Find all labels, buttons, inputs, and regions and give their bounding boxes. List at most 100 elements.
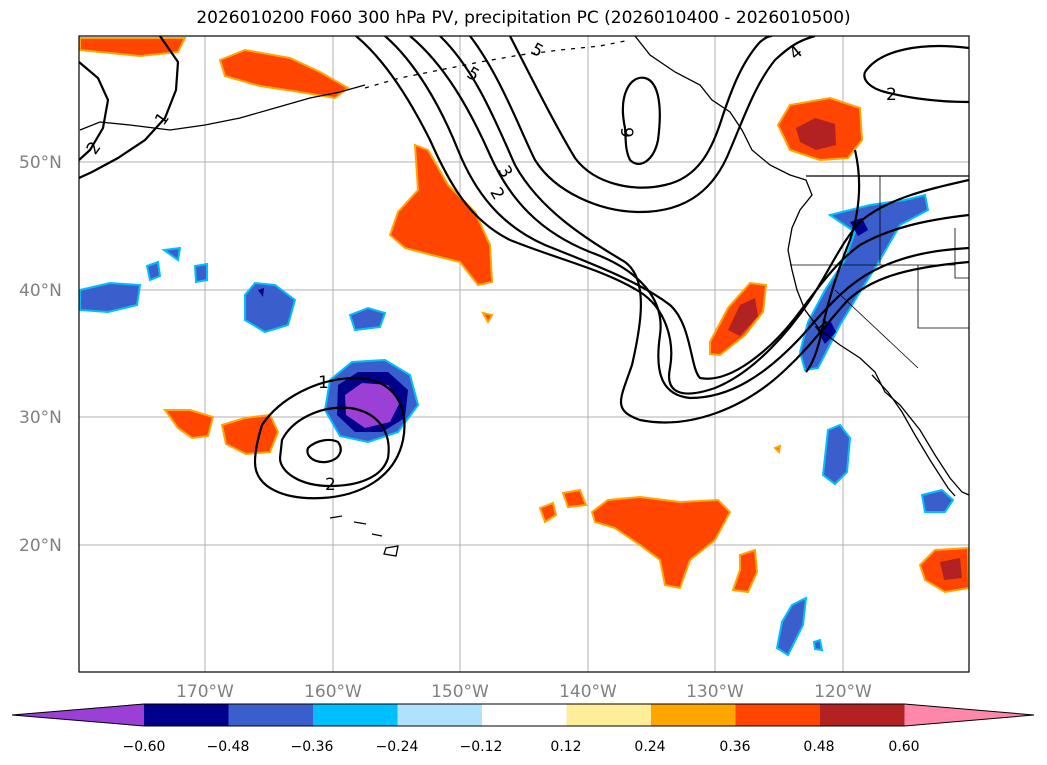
map-frame	[78, 35, 970, 673]
contour-trough-2	[384, 36, 969, 380]
precip-patch-bering	[218, 48, 350, 100]
colorbar	[11, 703, 1035, 727]
contour-label: 1	[151, 109, 174, 129]
precip-neg-small-1	[145, 260, 162, 282]
lon-tick-label: 150°W	[431, 682, 489, 702]
lat-tick-label: 20°N	[19, 536, 62, 556]
precip-core-positive	[728, 118, 962, 580]
contour-ca-1	[805, 149, 861, 373]
colorbar-swatch	[651, 704, 737, 726]
colorbar-swatch	[228, 704, 314, 726]
contour-label: 2	[485, 184, 508, 203]
coast-baja	[871, 374, 956, 497]
colorbar-tick-label: 0.60	[888, 739, 919, 755]
lon-tick-label: 130°W	[686, 682, 744, 702]
map-title: 2026010200 F060 300 hPa PV, precipitatio…	[196, 8, 851, 28]
contour-hawaii-mid	[278, 406, 390, 488]
lon-axis: 170°W 160°W 150°W 140°W 130°W 120°W	[176, 682, 872, 702]
colorbar-swatch	[313, 704, 399, 726]
colorbar-tick-label: −0.24	[376, 739, 419, 755]
precip-patch-small-a	[481, 311, 494, 325]
colorbar-tick-label: −0.48	[207, 739, 250, 755]
precip-neg-tiny	[812, 638, 824, 652]
precip-patch-tiny	[773, 444, 782, 455]
precip-core-bc	[796, 118, 836, 150]
coastlines	[79, 36, 969, 557]
pv-contours	[79, 36, 969, 500]
colorbar-swatch	[482, 704, 568, 726]
coast-north-america	[634, 36, 969, 496]
precip-neg-south	[775, 596, 808, 657]
lon-tick-label: 120°W	[814, 682, 872, 702]
lat-tick-label: 50°N	[19, 153, 62, 173]
lon-tick-label: 160°W	[304, 682, 362, 702]
precip-neg-mid-west	[244, 281, 297, 334]
contour-label: 4	[786, 42, 807, 64]
contour-trough-1	[355, 36, 969, 395]
precip-neg-small-3	[161, 246, 182, 262]
contour-label: 9	[616, 127, 636, 138]
map-content: 2 1 5 5 4 2 9 3 2 1 1 2	[79, 36, 969, 672]
precip-patch-central-south	[590, 495, 732, 590]
contour-2-west	[79, 61, 110, 161]
colorbar-tick-label: −0.60	[123, 739, 166, 755]
precip-patch-hawaii-west	[163, 409, 215, 440]
alaska-coast	[79, 84, 366, 131]
contour-label: 1	[318, 373, 329, 393]
precip-core-negative	[258, 218, 868, 432]
colorbar-tick-label: 0.36	[719, 739, 750, 755]
precip-patch-gulf-west	[388, 143, 494, 287]
precip-patch-aleutian-west	[79, 37, 187, 58]
contour-label: 5	[527, 39, 546, 62]
aleutians	[364, 39, 631, 89]
contour-hawaii-inner	[306, 438, 342, 464]
colorbar-swatch	[735, 704, 821, 726]
colorbar-swatch	[566, 704, 652, 726]
lat-tick-label: 30°N	[19, 408, 62, 428]
contour-trough-4	[439, 36, 969, 424]
precip-core-hawaii-purple	[345, 383, 400, 428]
colorbar-tick-label: 0.12	[550, 739, 581, 755]
colorbar-ticks: −0.60 −0.48 −0.36 −0.24 −0.12 0.12 0.24 …	[123, 739, 920, 755]
colorbar-swatch	[144, 704, 230, 726]
border-states-3	[917, 265, 969, 329]
lon-tick-label: 140°W	[559, 682, 617, 702]
precip-core-baja-east	[940, 558, 962, 580]
colorbar-extend-low	[12, 704, 144, 726]
contour-closed-9	[621, 76, 661, 165]
border-states-5	[954, 228, 969, 279]
colorbar-tick-label: −0.12	[460, 739, 503, 755]
lat-tick-label: 40°N	[19, 281, 62, 301]
contour-1-west	[79, 36, 180, 179]
contour-label: 2	[325, 475, 336, 495]
lon-tick-label: 170°W	[176, 682, 234, 702]
contour-trough-3	[409, 36, 969, 400]
contour-ridge-inner	[509, 36, 773, 189]
precip-core-west-dark	[258, 288, 264, 297]
precip-neg-small-4	[348, 306, 387, 332]
precip-patch-small-b	[538, 501, 558, 524]
precip-core-offshore-ca	[728, 298, 758, 336]
precip-positive	[79, 37, 969, 594]
colorbar-swatch	[397, 704, 483, 726]
contour-ne-2	[863, 45, 969, 104]
precip-neg-small-2	[193, 262, 208, 284]
precip-neg-offshore-baja	[821, 423, 852, 486]
lat-axis: 50°N 40°N 30°N 20°N	[19, 153, 62, 556]
colorbar-outline	[11, 703, 1035, 727]
hawaii-islands	[329, 515, 399, 557]
contour-label: 2	[886, 85, 897, 105]
colorbar-tick-label: 0.48	[803, 739, 834, 755]
colorbar-swatch	[820, 704, 906, 726]
colorbar-extend-high	[904, 704, 1034, 726]
precip-patch-small-d	[731, 548, 759, 594]
contour-label: 3	[493, 162, 516, 181]
precip-patch-hawaii-mid	[220, 413, 280, 456]
precip-neg-baja-coast	[920, 488, 955, 513]
contour-ridge-outer	[469, 36, 816, 214]
border-states-2	[834, 289, 919, 369]
colorbar-tick-label: −0.36	[291, 739, 334, 755]
precip-neg-west-edge	[79, 281, 142, 314]
contour-hawaii-outer	[253, 376, 406, 500]
